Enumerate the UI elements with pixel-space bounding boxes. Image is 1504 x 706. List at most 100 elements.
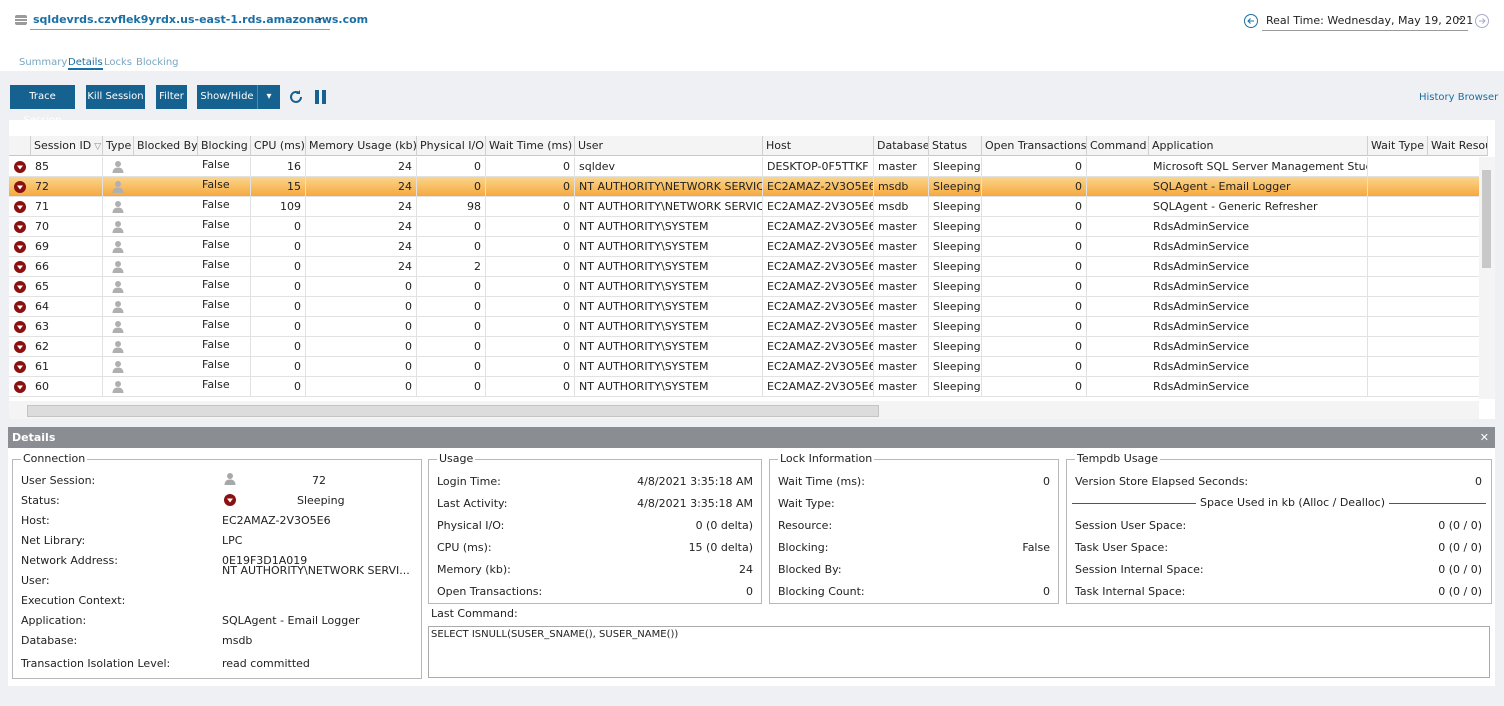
trace-session-button[interactable]: Trace Session	[10, 85, 75, 126]
column-header[interactable]: Database	[874, 136, 929, 156]
cell: master	[874, 297, 929, 317]
type-icon	[111, 200, 125, 217]
forward-button[interactable]	[1474, 13, 1490, 29]
column-header[interactable]: Wait Resource	[1428, 136, 1488, 156]
session-row[interactable]: 72 False 15 24 0 0 NT AUTHORITY\NETWORK SERVIC…	[9, 177, 1479, 197]
column-header[interactable]: Blocked By	[134, 136, 198, 156]
cell: master	[874, 217, 929, 237]
horizontal-scroll-thumb	[27, 405, 879, 417]
session-row[interactable]: 62 False 0 0 0 0 NT AUTHORITY\SYSTEM EC2AMAZ-2V…	[9, 337, 1479, 357]
cell: master	[874, 277, 929, 297]
session-row[interactable]: 63 False 0 0 0 0 NT AUTHORITY\SYSTEM EC2AMAZ-2V…	[9, 317, 1479, 337]
cell: EC2AMAZ-2V3O5E6	[763, 177, 874, 197]
column-header[interactable]: Type	[103, 136, 134, 156]
status-icon	[13, 380, 27, 397]
detail-label: CPU (ms):	[437, 541, 492, 554]
kill-session-button[interactable]: Kill Session	[86, 85, 145, 109]
session-row[interactable]: 64 False 0 0 0 0 NT AUTHORITY\SYSTEM EC2AMAZ-2V…	[9, 297, 1479, 317]
type-icon	[111, 220, 125, 237]
detail-label: Status:	[21, 494, 60, 507]
column-header[interactable]: Memory Usage (kb)	[306, 136, 417, 156]
cell: 70	[31, 217, 103, 237]
session-row[interactable]: 66 False 0 24 2 0 NT AUTHORITY\SYSTEM EC2AMAZ-2…	[9, 257, 1479, 277]
status-icon	[13, 360, 27, 377]
column-header[interactable]: Status	[929, 136, 982, 156]
realtime-dropdown[interactable]: ⌄	[1456, 12, 1465, 23]
cell: RdsAdminService	[1149, 377, 1368, 397]
cell: 0	[486, 237, 575, 257]
details-header: Details ✕	[8, 427, 1495, 448]
cell: 0	[982, 217, 1087, 237]
column-header[interactable]: Physical I/O	[417, 136, 486, 156]
tab[interactable]: Blocking	[136, 57, 179, 68]
column-header[interactable]: CPU (ms)	[251, 136, 306, 156]
group-label: Tempdb Usage	[1075, 452, 1161, 465]
last-command-text: SELECT ISNULL(SUSER_SNAME(), SUSER_NAME(…	[431, 629, 679, 640]
column-header[interactable]: Wait Type	[1368, 136, 1428, 156]
cell: 0	[982, 337, 1087, 357]
detail-label: Version Store Elapsed Seconds:	[1075, 475, 1249, 488]
filter-button[interactable]: Filter	[156, 85, 187, 109]
details-title: Details	[12, 431, 56, 444]
column-header[interactable]: Command	[1087, 136, 1149, 156]
detail-label: Task User Space:	[1075, 541, 1169, 554]
header-corner	[9, 136, 31, 156]
detail-label: Memory (kb):	[437, 563, 511, 576]
session-row[interactable]: 71 False 109 24 98 0 NT AUTHORITY\NETWORK SERV…	[9, 197, 1479, 217]
cell: Sleeping	[929, 237, 982, 257]
history-browser-link[interactable]: History Browser	[1419, 92, 1499, 103]
show-hide-button[interactable]: Show/Hide	[197, 85, 257, 109]
cell: master	[874, 377, 929, 397]
cell: master	[874, 237, 929, 257]
connection-group: Connection	[12, 452, 422, 679]
realtime-label[interactable]: Real Time: Wednesday, May 19, 2021	[1266, 14, 1474, 27]
detail-label: Wait Time (ms):	[778, 475, 865, 488]
tab[interactable]: Summary	[19, 57, 68, 68]
session-row[interactable]: 65 False 0 0 0 0 NT AUTHORITY\SYSTEM EC2AMAZ-2V…	[9, 277, 1479, 297]
cell: 0	[417, 277, 486, 297]
detail-value: 0	[746, 585, 753, 598]
cell: 0	[417, 177, 486, 197]
detail-value: 0	[1043, 475, 1050, 488]
tab-active[interactable]: Details	[68, 57, 103, 70]
cell: 24	[306, 257, 417, 277]
close-button[interactable]: ✕	[1479, 431, 1489, 444]
last-command-label: Last Command:	[431, 607, 518, 620]
cell: EC2AMAZ-2V3O5E6	[763, 217, 874, 237]
type-icon	[111, 380, 125, 397]
show-hide-dropdown[interactable]: ▾	[257, 85, 280, 109]
cell: 0	[982, 297, 1087, 317]
server-dropdown[interactable]: ⌄	[316, 12, 325, 23]
cell: 0	[486, 297, 575, 317]
cell: Sleeping	[929, 217, 982, 237]
refresh-button[interactable]	[288, 89, 304, 105]
session-row[interactable]: 60 False 0 0 0 0 NT AUTHORITY\SYSTEM EC2AMAZ-2V…	[9, 377, 1479, 397]
session-row[interactable]: 85 False 16 24 0 0 sqldev DESKTOP-0F5TTKF master…	[9, 157, 1479, 177]
cell: EC2AMAZ-2V3O5E6	[763, 197, 874, 217]
cell: Sleeping	[929, 277, 982, 297]
group-label: Lock Information	[778, 452, 875, 465]
cell: 98	[417, 197, 486, 217]
back-button[interactable]	[1243, 13, 1259, 29]
column-header[interactable]: Host	[763, 136, 874, 156]
tab[interactable]: Locks	[104, 57, 133, 68]
session-row[interactable]: 61 False 0 0 0 0 NT AUTHORITY\SYSTEM EC2AMAZ-2V…	[9, 357, 1479, 377]
column-header[interactable]: User	[575, 136, 763, 156]
server-name[interactable]: sqldevrds.czvflek9yrdx.us-east-1.rds.ama…	[33, 13, 369, 26]
column-header[interactable]: Application	[1149, 136, 1368, 156]
cell: 0	[982, 197, 1087, 217]
cell: 0	[486, 177, 575, 197]
type-icon	[111, 360, 125, 377]
column-header[interactable]: Session ID ▽	[31, 136, 103, 156]
cell: 85	[31, 157, 103, 177]
column-header[interactable]: Blocking	[198, 136, 251, 156]
type-icon	[111, 300, 125, 317]
column-header[interactable]: Wait Time (ms)	[486, 136, 575, 156]
cell: NT AUTHORITY\SYSTEM	[575, 377, 763, 397]
session-row[interactable]: 69 False 0 24 0 0 NT AUTHORITY\SYSTEM EC2AMAZ-2…	[9, 237, 1479, 257]
session-row[interactable]: 70 False 0 24 0 0 NT AUTHORITY\SYSTEM EC2AMAZ-2…	[9, 217, 1479, 237]
cell: 0	[306, 297, 417, 317]
pause-button[interactable]	[313, 89, 329, 105]
column-header[interactable]: Open Transactions	[982, 136, 1087, 156]
detail-value: 72	[312, 474, 326, 487]
